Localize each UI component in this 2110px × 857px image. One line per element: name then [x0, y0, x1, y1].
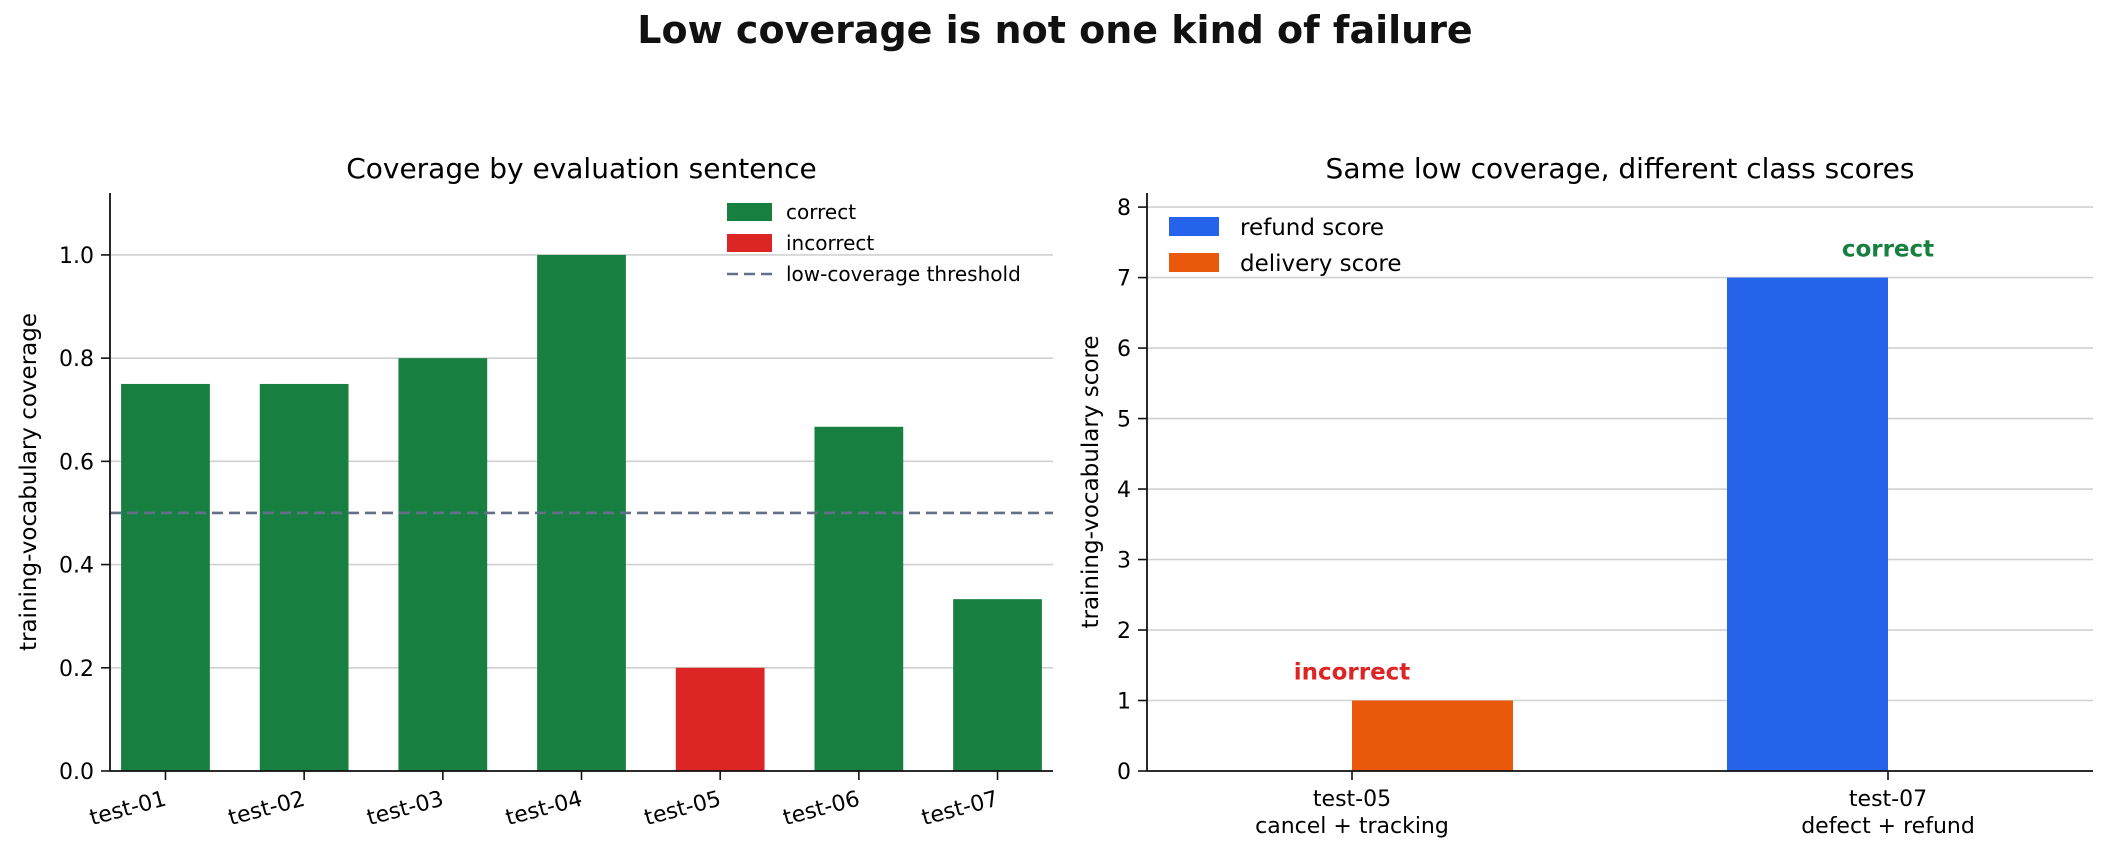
legend-swatch-correct: [727, 203, 772, 221]
x-tick-label: test-06: [780, 787, 862, 831]
coverage-panel: 0.0 0.2 0.4 0.6 0.8 1.0 test-01 test-02 test-03 t…: [16, 152, 1053, 831]
y-tick-label: 1.0: [59, 244, 94, 269]
legend: refund score delivery score: [1169, 215, 1401, 277]
x-tick-sublabel: defect + refund: [1801, 814, 1975, 839]
x-tick-label: test-04: [503, 787, 585, 831]
x-tick-label: test-03: [364, 787, 446, 831]
y-tick-label: 4: [1117, 478, 1131, 503]
outcome-annotation: incorrect: [1294, 660, 1411, 686]
bar-test-07-refund-score: [1727, 277, 1888, 771]
bar-test-07: [953, 599, 1042, 771]
bar-test-05-delivery-score: [1352, 700, 1513, 771]
y-axis-label: training-vocabulary coverage: [16, 313, 42, 651]
outcome-annotation: correct: [1842, 237, 1934, 263]
y-tick-label: 0.0: [59, 760, 94, 785]
y-tick-label: 3: [1117, 549, 1131, 574]
legend-label-correct: correct: [786, 200, 856, 224]
y-tick-label: 7: [1117, 267, 1131, 292]
legend-swatch: [1169, 253, 1219, 272]
y-tick-label: 5: [1117, 408, 1131, 433]
y-tick-label: 0.2: [59, 657, 94, 682]
x-tick-label: test-05: [642, 787, 724, 831]
y-tick-label: 0.6: [59, 450, 94, 475]
y-tick-label: 0.4: [59, 554, 94, 579]
bar-test-01: [121, 383, 210, 771]
bar-test-03: [398, 358, 488, 771]
x-tick-label: test-05: [1313, 787, 1391, 812]
x-tick-label: test-07: [1849, 787, 1927, 812]
legend-label: refund score: [1240, 215, 1384, 241]
legend-label-threshold: low-coverage threshold: [786, 262, 1021, 286]
y-axis-label: training-vocabulary score: [1078, 335, 1104, 628]
x-tick-label: test-01: [87, 787, 169, 831]
figure-title: Low coverage is not one kind of failure: [637, 8, 1473, 52]
legend: correct incorrect low-coverage threshold: [727, 200, 1021, 286]
bar-test-02: [259, 383, 349, 771]
legend-label-incorrect: incorrect: [786, 231, 874, 255]
bar-test-05: [675, 667, 765, 771]
chart-title: Coverage by evaluation sentence: [346, 152, 817, 185]
x-tick-sublabel: cancel + tracking: [1255, 814, 1449, 839]
y-tick-label: 0: [1117, 760, 1131, 785]
y-tick-label: 0.8: [59, 347, 94, 372]
bar-test-06: [814, 426, 904, 771]
y-tick-label: 2: [1117, 619, 1131, 644]
x-tick-label: test-02: [226, 787, 308, 831]
y-tick-label: 8: [1117, 196, 1131, 221]
chart-title: Same low coverage, different class score…: [1326, 152, 1915, 185]
y-tick-label: 1: [1117, 690, 1131, 715]
y-tick-label: 6: [1117, 337, 1131, 362]
legend-swatch-incorrect: [727, 234, 772, 252]
legend-label: delivery score: [1240, 251, 1401, 277]
legend-swatch: [1169, 217, 1219, 236]
x-tick-label: test-07: [919, 787, 1001, 831]
